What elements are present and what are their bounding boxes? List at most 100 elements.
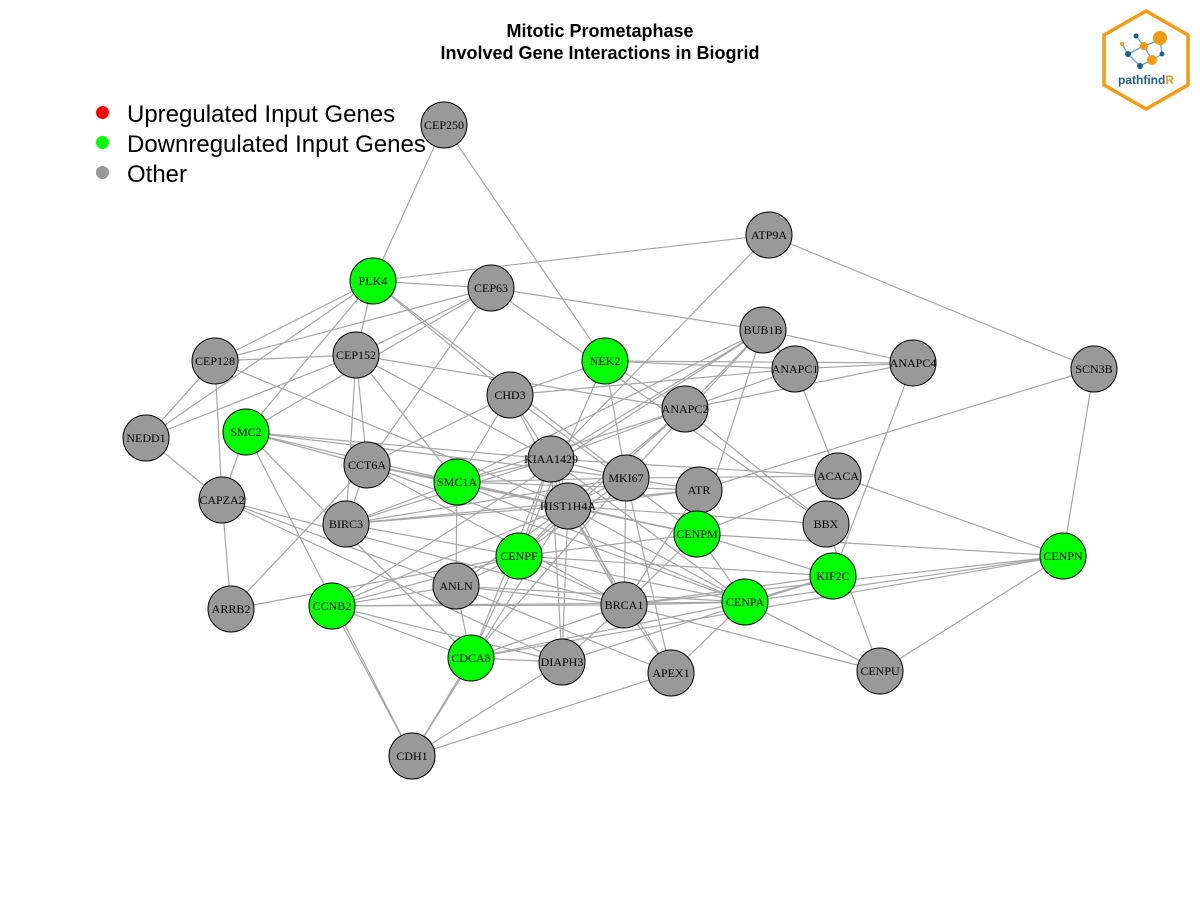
- edge-cep63-bbx: [490, 287, 827, 525]
- edge-brca1-ccnb2: [331, 604, 625, 607]
- node-circle-kif2c: [809, 552, 857, 600]
- node-circle-acaca: [814, 452, 862, 500]
- edge-ccnb2-diaph3: [331, 605, 563, 663]
- edge-hist1h4a-diaph3: [561, 505, 569, 663]
- node-label-cenpn: CENPN: [1043, 549, 1083, 563]
- chart-title: Mitotic Prometaphase Involved Gene Inter…: [0, 20, 1200, 64]
- edge-hist1h4a-birc3: [345, 505, 569, 525]
- node-label-cenpu: CENPU: [860, 664, 900, 678]
- node-circle-mki67: [602, 454, 650, 502]
- node-ccnb2: CCNB2: [308, 582, 356, 630]
- edge-capza2-brca1: [221, 499, 625, 606]
- node-label-nek2: NEK2: [590, 354, 621, 368]
- node-brca1: BRCA1: [600, 581, 648, 629]
- edge-anln-brca1: [455, 585, 625, 606]
- node-circle-diaph3: [538, 638, 586, 686]
- edge-anapc1-chd3: [509, 368, 796, 396]
- legend: Upregulated Input Genes Downregulated In…: [96, 100, 426, 190]
- node-plk4: PLK4: [349, 257, 397, 305]
- node-circle-arrb2: [207, 585, 255, 633]
- node-label-hist1h4a: HIST1H4A: [540, 499, 596, 513]
- edge-brca1-cdca8: [470, 604, 625, 659]
- node-circle-plk4: [349, 257, 397, 305]
- edge-plk4-atp9a: [372, 234, 770, 282]
- edge-acaca-cenpn: [837, 475, 1064, 557]
- node-mki67: MKI67: [602, 454, 650, 502]
- edge-bub1b-kiaa1429: [550, 329, 764, 460]
- edge-cenpf-cenpa: [518, 555, 746, 603]
- node-label-cep128: CEP128: [195, 354, 235, 368]
- node-label-cep63: CEP63: [474, 281, 508, 295]
- node-cenpu: CENPU: [856, 647, 904, 695]
- node-circle-anapc1: [771, 345, 819, 393]
- node-label-atp9a: ATP9A: [751, 228, 787, 242]
- node-circle-cep63: [467, 264, 515, 312]
- logo-wordmark-accent: R: [1165, 73, 1174, 87]
- edge-smc1a-cenpa: [456, 481, 746, 603]
- node-label-scn3b: SCN3B: [1075, 362, 1112, 376]
- node-circle-cenpn: [1039, 532, 1087, 580]
- legend-item-other: Other: [96, 160, 426, 190]
- edge-cep63-bub1b: [490, 287, 764, 331]
- node-label-anapc1: ANAPC1: [772, 362, 819, 376]
- edge-atp9a-scn3b: [768, 234, 1095, 370]
- edge-anln-cenpa: [455, 585, 746, 603]
- edge-nek2-anapc1: [604, 360, 796, 370]
- node-cct6a: CCT6A: [343, 441, 391, 489]
- node-label-anln: ANLN: [439, 579, 473, 593]
- node-layer: CEP250 ATP9A PLK4 CEP63 BUB1B NEK2 ANAPC1 ANAPC…: [122, 101, 1118, 780]
- node-cenpf: CENPF: [495, 532, 543, 580]
- logo-hexagon: [1102, 8, 1190, 112]
- node-circle-hist1h4a: [544, 482, 592, 530]
- node-anln: ANLN: [432, 562, 480, 610]
- edge-cct6a-cenpa: [366, 464, 746, 603]
- node-label-diaph3: DIAPH3: [541, 655, 584, 669]
- legend-dot-downregulated: [96, 136, 109, 150]
- legend-label-other: Other: [127, 161, 188, 188]
- edge-layer: [145, 124, 1095, 757]
- title-line-2: Involved Gene Interactions in Biogrid: [440, 43, 760, 63]
- legend-label-downregulated: Downregulated Input Genes: [127, 131, 426, 158]
- node-label-mki67: MKI67: [608, 471, 643, 485]
- node-chd3: CHD3: [486, 371, 534, 419]
- node-scn3b: SCN3B: [1070, 345, 1118, 393]
- node-label-bbx: BBX: [814, 517, 839, 531]
- edge-smc2-cdca8: [245, 431, 472, 659]
- edge-kiaa1429-cenpa: [550, 458, 746, 603]
- node-label-capza2: CAPZA2: [199, 493, 244, 507]
- edge-capza2-diaph3: [221, 499, 563, 663]
- node-apex1: APEX1: [647, 649, 695, 697]
- node-circle-smc2: [222, 408, 270, 456]
- node-label-nedd1: NEDD1: [126, 431, 165, 445]
- node-circle-capza2: [198, 476, 246, 524]
- node-circle-smc1a: [433, 458, 481, 506]
- edge-chd3-cenpm: [509, 394, 698, 535]
- edge-birc3-cenpf: [345, 523, 520, 557]
- node-label-plk4: PLK4: [359, 274, 388, 288]
- edge-cep152-birc3: [345, 354, 357, 525]
- node-circle-apex1: [647, 649, 695, 697]
- edge-cep152-nedd1: [145, 354, 357, 439]
- edge-cep152-smc1a: [355, 354, 458, 483]
- node-circle-cenpu: [856, 647, 904, 695]
- node-arrb2: ARRB2: [207, 585, 255, 633]
- edge-bub1b-smc1a: [456, 329, 764, 483]
- node-label-cdh1: CDH1: [396, 749, 427, 763]
- node-label-cep250: CEP250: [424, 118, 464, 132]
- node-cep63: CEP63: [467, 264, 515, 312]
- node-circle-cep128: [191, 337, 239, 385]
- node-label-atr: ATR: [688, 483, 711, 497]
- node-anapc2: ANAPC2: [661, 385, 709, 433]
- node-circle-brca1: [600, 581, 648, 629]
- edge-kif2c-cenpf: [518, 555, 834, 577]
- node-label-apex1: APEX1: [652, 666, 689, 680]
- edge-cep128-hist1h4a: [214, 360, 569, 507]
- edge-chd3-cct6a: [366, 394, 511, 466]
- edge-cenpm-cenpf: [518, 533, 698, 557]
- edge-scn3b-cenpn: [1062, 368, 1095, 557]
- edge-hist1h4a-cenpa: [567, 505, 746, 603]
- edge-bub1b-anapc4: [762, 329, 914, 364]
- node-hist1h4a: HIST1H4A: [540, 482, 596, 530]
- node-label-acaca: ACACA: [817, 469, 859, 483]
- edge-apex1-cdh1: [411, 672, 672, 757]
